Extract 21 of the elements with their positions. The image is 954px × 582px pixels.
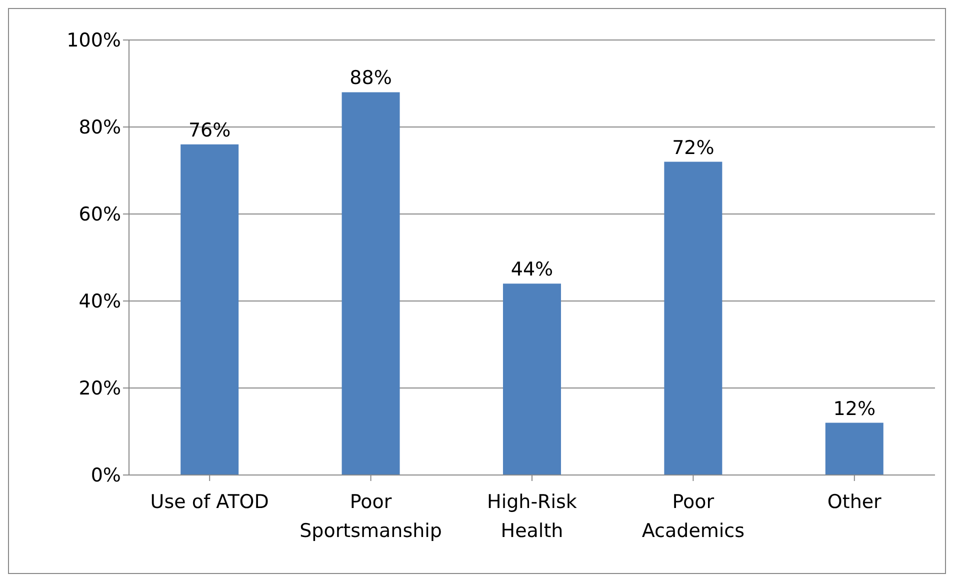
y-tick-label: 60%	[78, 204, 121, 226]
data-label: 72%	[672, 136, 714, 159]
x-tick-label: Poor Sportsmanship	[300, 491, 442, 542]
data-label: 44%	[510, 258, 554, 281]
x-tick-label: Use of ATOD	[150, 491, 269, 513]
data-label: 88%	[350, 67, 392, 90]
y-tick-label: 100%	[66, 30, 121, 52]
x-tick-label: Poor Academics	[642, 491, 745, 542]
y-tick-label: 0%	[90, 464, 121, 487]
y-tick-label: 20%	[78, 378, 121, 400]
x-tick-label: Other	[827, 491, 882, 513]
bar	[664, 162, 722, 475]
x-tick-label: High-Risk Health	[487, 491, 577, 542]
y-tick-label: 80%	[78, 116, 121, 139]
bar	[825, 422, 884, 475]
bar	[342, 92, 400, 475]
data-label: 12%	[833, 398, 876, 420]
bar	[180, 144, 239, 475]
bar	[502, 284, 561, 475]
data-label: 76%	[188, 119, 231, 142]
y-tick-label: 40%	[78, 290, 121, 313]
